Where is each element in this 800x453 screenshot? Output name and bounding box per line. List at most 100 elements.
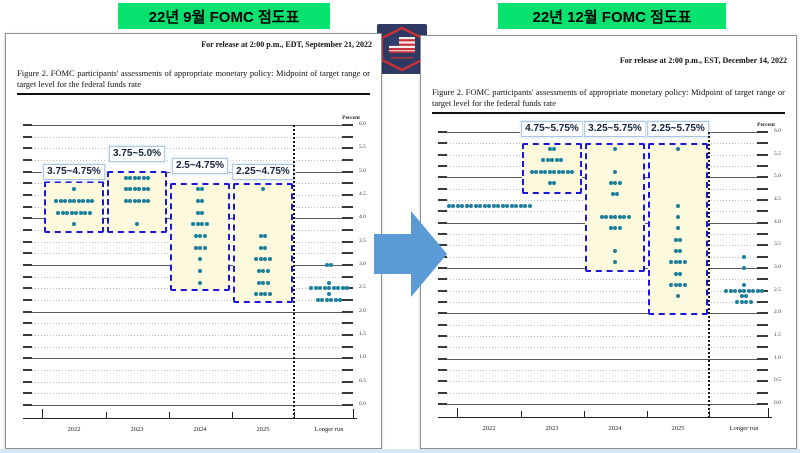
x-axis-category-label: Longer run xyxy=(729,425,759,432)
right-edge-tick xyxy=(342,170,353,173)
right-edge-tick xyxy=(342,380,353,383)
x-axis-category-label: 2025 xyxy=(671,425,685,432)
gridline xyxy=(438,347,768,349)
left-edge-tick xyxy=(23,170,32,173)
projection-dot xyxy=(552,147,557,151)
projection-dot xyxy=(60,210,65,215)
projection-dot xyxy=(509,203,514,208)
projection-dot xyxy=(81,198,85,203)
projection-dot xyxy=(200,210,205,215)
gridline xyxy=(438,336,768,337)
projection-dot xyxy=(137,175,142,180)
highlight-box xyxy=(233,182,293,304)
x-axis-category-label: 2022 xyxy=(482,425,496,432)
projection-dot xyxy=(608,215,613,219)
range-label: 3.25~5.75% xyxy=(584,120,646,137)
x-axis-tick xyxy=(583,411,585,417)
right-edge-tick xyxy=(757,233,768,235)
projection-dot xyxy=(340,286,345,291)
right-edge-tick xyxy=(342,205,353,208)
gridline xyxy=(438,370,768,371)
gridline xyxy=(23,300,353,301)
y-axis-tick-label: 5.0 xyxy=(359,167,366,174)
gridline xyxy=(438,290,768,292)
projection-dot xyxy=(200,187,205,192)
projection-dot xyxy=(329,298,334,302)
right-edge-tick xyxy=(342,264,353,266)
projection-dot xyxy=(329,263,334,267)
x-axis-tick xyxy=(768,408,769,417)
projection-dot xyxy=(739,300,744,304)
range-label: 2.25~4.75% xyxy=(232,163,294,180)
right-edge-tick xyxy=(342,194,353,196)
projection-dot xyxy=(460,203,464,208)
gridline xyxy=(23,346,353,348)
projection-dot xyxy=(76,198,81,203)
projection-dot xyxy=(195,210,200,215)
projection-dot xyxy=(198,268,202,273)
projection-dot xyxy=(132,198,137,203)
projection-dot xyxy=(193,233,198,238)
projection-dot xyxy=(263,257,268,262)
right-edge-tick xyxy=(342,182,353,185)
left-edge-tick xyxy=(23,334,32,336)
december-dot-plot-chart: 0.0 0.5 1.0 1.5 2.0 2.5 3.0 3.5 4.0 4.5 5.0 5.5 6.0 P… xyxy=(421,36,796,448)
right-edge-tick xyxy=(757,153,768,156)
y-axis-tick-label: 2.5 xyxy=(359,284,366,291)
right-edge-tick xyxy=(342,135,353,138)
gridline xyxy=(23,311,353,313)
projection-dot xyxy=(678,260,683,265)
projection-dot xyxy=(324,263,329,267)
projection-dot xyxy=(739,294,744,299)
gridline xyxy=(438,302,768,303)
right-edge-tick xyxy=(757,176,768,179)
y-axis-tick-label: 5.5 xyxy=(359,144,366,151)
projection-dot xyxy=(742,283,746,287)
left-edge-tick xyxy=(438,380,447,383)
x-axis-category-label: 2024 xyxy=(193,426,207,433)
gridline xyxy=(23,125,353,126)
projection-dot xyxy=(83,210,88,215)
projection-dot xyxy=(613,181,617,185)
projection-dot xyxy=(78,210,83,215)
projection-dot xyxy=(309,286,313,291)
left-edge-tick xyxy=(23,357,32,360)
projection-dot xyxy=(198,257,202,262)
projection-dot xyxy=(746,288,751,293)
right-edge-tick xyxy=(342,159,353,161)
projection-dot xyxy=(547,181,552,185)
left-edge-tick xyxy=(23,404,32,406)
left-edge-tick xyxy=(438,187,447,190)
right-chart-title-badge: 22년 12월 FOMC 점도표 xyxy=(498,3,726,29)
projection-dot xyxy=(267,292,272,297)
projection-dot xyxy=(613,260,617,265)
projection-dot xyxy=(265,268,270,273)
y-axis-tick-label: 0.0 xyxy=(774,400,781,406)
right-edge-tick xyxy=(342,275,353,278)
projection-dot xyxy=(529,169,534,174)
projection-dot xyxy=(204,222,209,227)
projection-dot xyxy=(315,298,320,302)
projection-dot xyxy=(608,181,613,185)
x-axis-line xyxy=(23,418,357,419)
projection-dot xyxy=(505,203,509,208)
right-edge-tick xyxy=(757,165,768,167)
projection-dot xyxy=(491,203,496,208)
projection-dot xyxy=(202,233,207,238)
projection-dot xyxy=(673,283,678,287)
range-label: 4.75~5.75% xyxy=(521,120,583,137)
projection-dot xyxy=(545,158,550,163)
projection-dot xyxy=(760,288,764,293)
right-edge-tick xyxy=(757,335,768,337)
projection-dot xyxy=(676,215,680,219)
y-axis-tick-label: 0.5 xyxy=(359,377,366,384)
projection-dot xyxy=(128,175,133,180)
y-axis-tick-label: 1.0 xyxy=(359,354,366,361)
left-edge-tick xyxy=(438,301,447,303)
y-axis-tick-label: 3.0 xyxy=(359,261,366,267)
left-edge-tick xyxy=(23,287,32,290)
y-axis-tick-label: 0.5 xyxy=(774,377,781,384)
projection-dot xyxy=(561,169,566,174)
projection-dot xyxy=(320,298,325,302)
projection-dot xyxy=(733,288,737,293)
